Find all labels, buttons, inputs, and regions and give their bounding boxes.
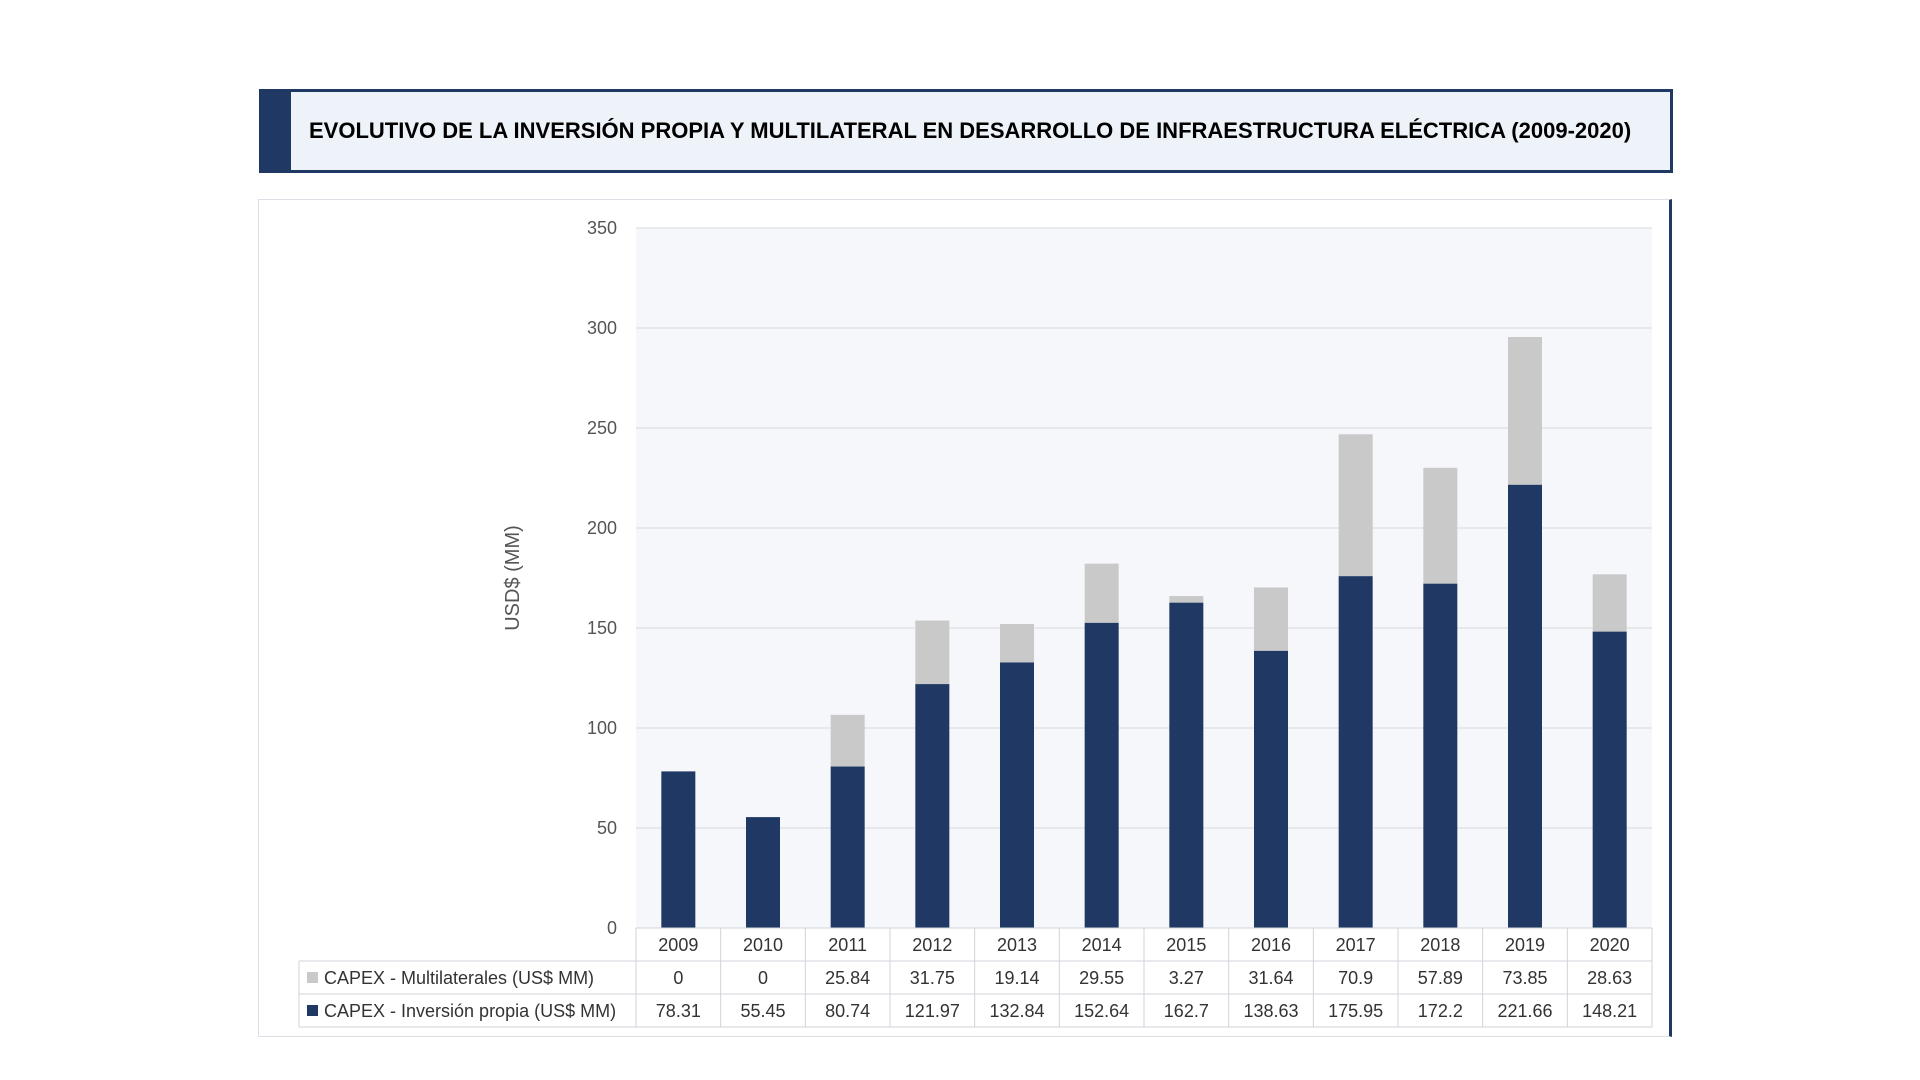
data-label: 148.21 — [1582, 1001, 1637, 1021]
chart-frame: 0 50 100 150 200 250 300 350 USD$ (MM) 2009 2010 20… — [258, 199, 1672, 1037]
y-axis-label: USD$ (MM) — [502, 525, 524, 631]
data-label: 31.75 — [910, 968, 955, 988]
bar-multilateral-2017 — [1338, 434, 1373, 577]
data-label: 55.45 — [740, 1001, 785, 1021]
y-tick-label: 350 — [587, 218, 617, 238]
data-label: 152.64 — [1074, 1001, 1129, 1021]
x-tick-label: 2015 — [1166, 935, 1206, 955]
title-accent-block — [259, 92, 291, 170]
bar-multilateral-2014 — [1084, 563, 1119, 623]
data-label: 57.89 — [1418, 968, 1463, 988]
x-tick-label: 2014 — [1082, 935, 1122, 955]
bar-multilateral-2018 — [1423, 467, 1458, 584]
bar-own-2019 — [1508, 484, 1542, 928]
data-label: 70.9 — [1338, 968, 1373, 988]
data-label: 3.27 — [1169, 968, 1204, 988]
x-tick-label: 2013 — [997, 935, 1037, 955]
data-label: 28.63 — [1587, 968, 1632, 988]
chart-title: EVOLUTIVO DE LA INVERSIÓN PROPIA Y MULTI… — [309, 118, 1632, 143]
plot-area — [636, 228, 1652, 928]
y-tick-label: 300 — [587, 318, 617, 338]
bar-own-2009 — [661, 771, 696, 928]
y-tick-label: 150 — [587, 618, 617, 638]
x-tick-label: 2020 — [1590, 935, 1630, 955]
legend-swatch — [307, 972, 318, 983]
bar-own-2010 — [746, 817, 780, 928]
bar-multilateral-2013 — [1000, 624, 1034, 663]
x-tick-label: 2011 — [828, 935, 867, 955]
bar-own-2017 — [1338, 576, 1373, 928]
bar-own-2020 — [1592, 631, 1627, 928]
data-label: 121.97 — [905, 1001, 960, 1021]
data-label: 132.84 — [989, 1001, 1044, 1021]
bar-multilateral-2015 — [1169, 596, 1204, 603]
data-label: 162.7 — [1164, 1001, 1209, 1021]
chart-title-bar: EVOLUTIVO DE LA INVERSIÓN PROPIA Y MULTI… — [259, 89, 1673, 173]
bar-multilateral-2020 — [1592, 574, 1627, 632]
data-label: 172.2 — [1418, 1001, 1463, 1021]
bar-multilateral-2011 — [830, 714, 865, 767]
data-label: 138.63 — [1243, 1001, 1298, 1021]
y-tick-label: 250 — [587, 418, 617, 438]
bar-own-2014 — [1084, 622, 1119, 928]
bar-own-2015 — [1169, 602, 1204, 928]
bar-own-2013 — [1000, 662, 1034, 928]
legend-entry: CAPEX - Inversión propia (US$ MM) — [324, 1001, 616, 1021]
y-tick-label: 100 — [587, 718, 617, 738]
y-tick-label: 0 — [607, 918, 617, 938]
legend-entry: CAPEX - Multilaterales (US$ MM) — [324, 968, 594, 988]
x-tick-label: 2019 — [1505, 935, 1545, 955]
data-label: 25.84 — [825, 968, 870, 988]
x-tick-label: 2010 — [743, 935, 783, 955]
data-label: 0 — [673, 968, 683, 988]
y-tick-label: 200 — [587, 518, 617, 538]
data-label: 80.74 — [825, 1001, 870, 1021]
bar-own-2011 — [830, 766, 865, 928]
bar-own-2018 — [1423, 583, 1458, 928]
x-tick-label: 2017 — [1336, 935, 1376, 955]
data-label: 31.64 — [1248, 968, 1293, 988]
x-tick-label: 2012 — [912, 935, 952, 955]
data-label: 73.85 — [1502, 968, 1547, 988]
x-tick-label: 2016 — [1251, 935, 1291, 955]
data-label: 19.14 — [994, 968, 1039, 988]
data-label: 29.55 — [1079, 968, 1124, 988]
data-label: 175.95 — [1328, 1001, 1383, 1021]
x-tick-label: 2009 — [658, 935, 698, 955]
bar-multilateral-2016 — [1254, 587, 1288, 651]
bar-own-2016 — [1254, 650, 1288, 928]
bar-own-2012 — [915, 684, 950, 928]
data-label: 221.66 — [1497, 1001, 1552, 1021]
data-label: 0 — [758, 968, 768, 988]
y-tick-label: 50 — [597, 818, 617, 838]
stacked-bar-chart: 0 50 100 150 200 250 300 350 USD$ (MM) 2009 2010 20… — [298, 218, 1653, 1028]
legend-swatch — [307, 1005, 318, 1016]
bar-multilateral-2012 — [915, 620, 950, 685]
bar-multilateral-2019 — [1508, 336, 1542, 485]
x-tick-label: 2018 — [1420, 935, 1460, 955]
data-label: 78.31 — [656, 1001, 701, 1021]
